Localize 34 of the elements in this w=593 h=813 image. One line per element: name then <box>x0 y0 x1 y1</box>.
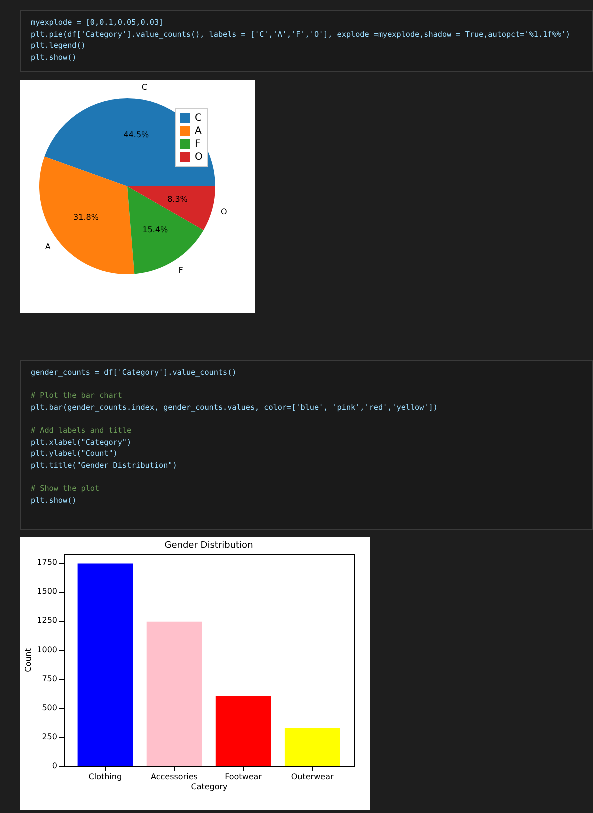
bar <box>216 696 272 766</box>
y-tick-label: 1250 <box>37 616 58 626</box>
data-label: 15.4% <box>142 225 168 234</box>
legend-label: F <box>195 139 201 150</box>
y-tick-label: 1000 <box>37 645 58 654</box>
legend-label: O <box>195 152 203 163</box>
y-tick-label: 1500 <box>37 587 58 596</box>
bar <box>146 622 202 766</box>
pie-slice <box>44 98 216 186</box>
y-tick-label: 1750 <box>37 558 58 568</box>
x-tick-label: Outerwear <box>291 772 334 782</box>
legend-label: C <box>195 113 202 124</box>
chart-title: Gender Distribution <box>164 541 254 551</box>
x-tick-label: Accessories <box>151 772 198 782</box>
y-tick-label: 500 <box>42 703 58 712</box>
x-tick-label: Clothing <box>88 772 122 782</box>
bar <box>78 564 134 766</box>
data-label: 8.3% <box>168 194 188 204</box>
x-axis-title: Category <box>191 782 228 792</box>
slice-label: O <box>220 207 228 216</box>
y-tick-label: 0 <box>52 762 58 770</box>
slice-label: A <box>45 242 52 252</box>
x-tick-label: Footwear <box>225 772 263 782</box>
y-axis-title: Count <box>24 648 34 672</box>
y-tick-label: 750 <box>42 674 58 684</box>
pie-slice <box>40 156 135 274</box>
bar <box>284 728 340 766</box>
data-label: 44.5% <box>124 130 150 140</box>
legend-label: A <box>195 126 202 137</box>
slice-label: F <box>178 266 184 275</box>
y-tick-label: 250 <box>42 732 58 742</box>
pie-slice <box>128 186 204 274</box>
data-label: 31.8% <box>74 213 100 222</box>
slice-label: C <box>142 82 148 92</box>
